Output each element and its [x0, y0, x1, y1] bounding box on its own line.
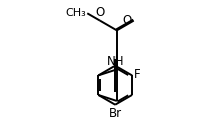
Text: O: O — [123, 14, 132, 27]
Text: NH: NH — [107, 55, 125, 68]
Text: CH₃: CH₃ — [66, 8, 86, 18]
Text: F: F — [134, 68, 141, 81]
Text: O: O — [95, 6, 105, 19]
Text: Br: Br — [109, 107, 122, 118]
